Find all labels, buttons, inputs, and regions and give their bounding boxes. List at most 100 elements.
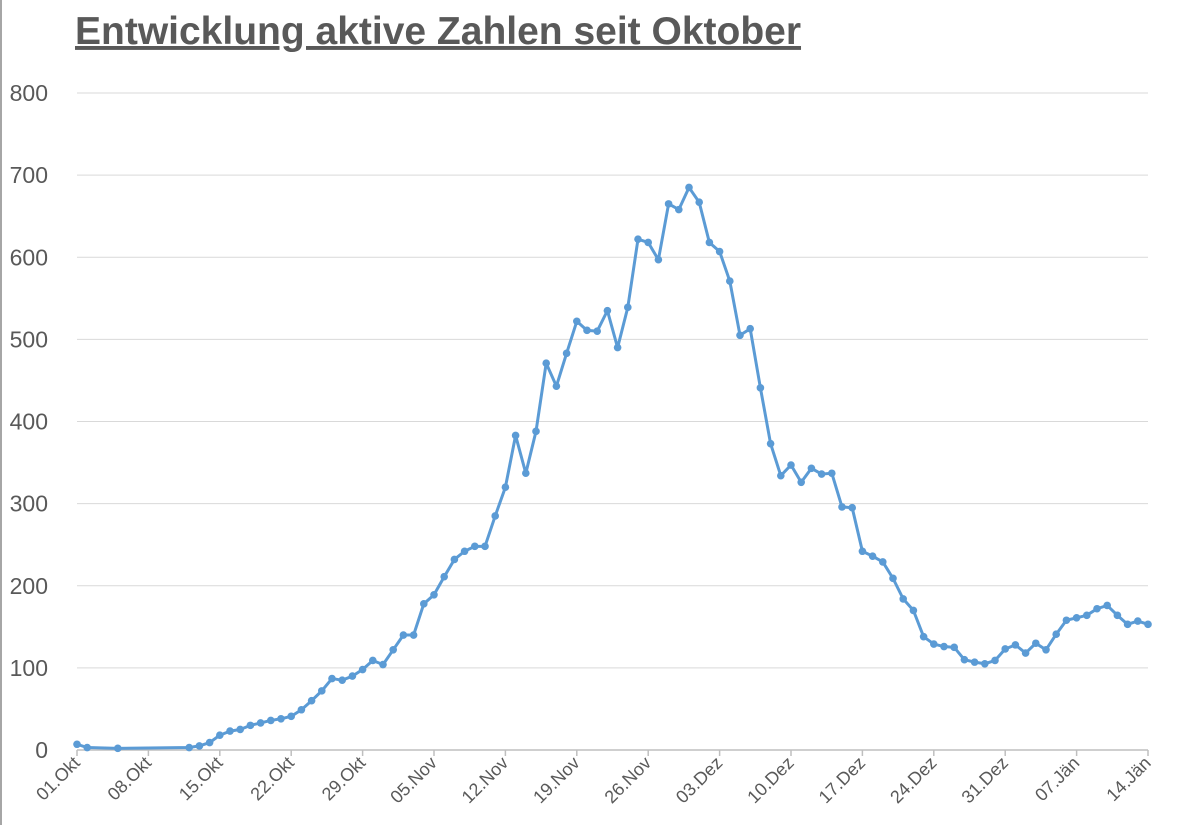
data-point	[389, 646, 398, 654]
data-point	[501, 483, 510, 492]
data-point	[1011, 641, 1020, 649]
data-point	[787, 461, 795, 469]
data-point	[705, 238, 714, 247]
y-tick-label: 700	[10, 162, 48, 188]
data-point	[369, 656, 377, 665]
data-point	[216, 731, 224, 740]
data-point	[481, 542, 489, 551]
data-point	[848, 503, 856, 512]
data-point	[562, 349, 571, 358]
data-point	[1042, 646, 1050, 654]
y-tick-label: 200	[10, 573, 48, 599]
data-point	[899, 595, 907, 603]
y-tick-label: 400	[10, 409, 48, 435]
data-point	[991, 656, 999, 665]
data-point	[919, 632, 928, 641]
data-point	[1072, 613, 1081, 622]
data-point	[909, 606, 918, 615]
data-point	[828, 469, 836, 478]
data-point	[297, 705, 306, 714]
data-point	[440, 572, 449, 581]
data-point	[593, 327, 601, 335]
data-point	[522, 469, 530, 478]
data-point	[1062, 616, 1071, 625]
chart-title: Entwicklung aktive Zahlen seit Oktober	[75, 10, 801, 53]
data-point	[256, 719, 265, 727]
data-point	[777, 471, 785, 480]
data-point	[450, 555, 459, 564]
data-point	[1083, 611, 1091, 620]
data-point	[664, 200, 673, 208]
data-point	[960, 655, 969, 664]
data-point	[1144, 620, 1152, 629]
data-point	[1123, 620, 1132, 629]
data-point	[879, 558, 887, 566]
data-point	[746, 324, 754, 333]
data-point	[930, 640, 938, 648]
y-tick-label: 600	[10, 244, 48, 270]
data-point	[185, 743, 193, 752]
y-tick-label: 500	[10, 326, 48, 352]
data-point	[542, 359, 550, 367]
data-point	[267, 716, 275, 725]
data-point	[603, 306, 612, 315]
data-point	[73, 740, 81, 749]
data-point	[797, 478, 805, 487]
data-point	[1093, 604, 1101, 613]
data-point	[889, 574, 897, 583]
data-point	[328, 674, 336, 683]
data-point	[83, 743, 91, 752]
data-point	[940, 642, 948, 651]
data-point	[766, 439, 775, 448]
data-point	[838, 503, 846, 511]
data-point	[277, 714, 285, 723]
data-point	[552, 382, 561, 390]
data-point	[807, 464, 816, 473]
data-point	[318, 687, 326, 695]
data-point	[460, 547, 469, 556]
data-point	[511, 431, 520, 440]
y-tick-label: 800	[10, 80, 48, 106]
data-point	[715, 247, 724, 256]
data-point	[634, 235, 642, 243]
data-point	[409, 631, 418, 639]
data-point	[236, 725, 244, 734]
data-point	[1032, 639, 1040, 648]
data-point	[287, 712, 296, 721]
data-point	[430, 590, 438, 599]
data-point	[624, 303, 632, 312]
data-point	[981, 659, 989, 668]
data-point	[695, 198, 703, 207]
data-point	[613, 343, 622, 352]
data-point	[1052, 630, 1060, 639]
data-point	[348, 672, 357, 680]
data-point	[491, 512, 500, 520]
data-point	[654, 255, 663, 264]
y-tick-label: 100	[10, 655, 48, 681]
data-point	[1001, 645, 1009, 653]
data-point	[1103, 601, 1111, 610]
data-point	[379, 660, 387, 669]
data-point	[756, 384, 765, 392]
data-point	[471, 542, 479, 551]
data-point	[358, 665, 367, 674]
y-tick-label: 0	[35, 737, 48, 763]
data-point	[685, 183, 693, 192]
data-point	[858, 547, 867, 556]
data-point	[583, 326, 591, 335]
data-point	[399, 631, 408, 639]
data-point	[1021, 649, 1030, 657]
data-point	[246, 721, 255, 730]
data-point	[420, 600, 428, 608]
data-point	[1134, 617, 1142, 625]
data-point	[226, 727, 234, 735]
data-point	[644, 238, 652, 247]
data-point	[675, 205, 683, 214]
data-point	[950, 643, 958, 652]
y-tick-label: 300	[10, 491, 48, 517]
data-point	[736, 331, 744, 340]
data-point	[205, 738, 214, 747]
data-point	[726, 277, 734, 285]
